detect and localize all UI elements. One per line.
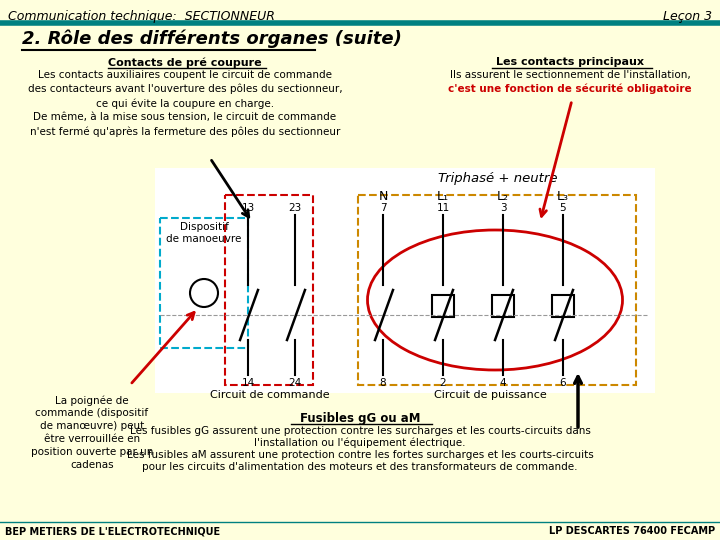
Text: Communication technique:  SECTIONNEUR: Communication technique: SECTIONNEUR (8, 10, 275, 23)
Text: pour les circuits d'alimentation des moteurs et des transformateurs de commande.: pour les circuits d'alimentation des mot… (143, 462, 577, 472)
Text: 4: 4 (500, 378, 506, 388)
Text: Contacts de pré coupure: Contacts de pré coupure (108, 57, 262, 68)
Text: 8: 8 (379, 378, 387, 388)
Text: 2: 2 (440, 378, 446, 388)
Bar (155, 168, 655, 393)
Text: Circuit de puissance: Circuit de puissance (433, 390, 546, 400)
Text: Les contacts auxiliaires coupent le circuit de commande
des contacteurs avant l': Les contacts auxiliaires coupent le circ… (27, 70, 342, 137)
Text: 3: 3 (500, 203, 506, 213)
Text: L₁: L₁ (437, 190, 449, 203)
Text: 7: 7 (379, 203, 387, 213)
Text: L₂: L₂ (497, 190, 509, 203)
Text: c'est une fonction de sécurité obligatoire: c'est une fonction de sécurité obligatoi… (448, 83, 692, 93)
Text: Dispositif
de manoeuvre: Dispositif de manoeuvre (166, 222, 242, 245)
Text: 14: 14 (241, 378, 255, 388)
Text: LP DESCARTES 76400 FECAMP: LP DESCARTES 76400 FECAMP (549, 526, 715, 536)
Text: Circuit de commande: Circuit de commande (210, 390, 330, 400)
Text: Fusibles gG ou aM: Fusibles gG ou aM (300, 412, 420, 425)
Text: 5: 5 (559, 203, 567, 213)
Text: Les fusibles aM assurent une protection contre les fortes surcharges et les cour: Les fusibles aM assurent une protection … (127, 450, 593, 460)
Text: Leçon 3: Leçon 3 (663, 10, 712, 23)
Text: N: N (378, 190, 387, 203)
Text: Triphasé + neutre: Triphasé + neutre (438, 172, 558, 185)
Text: BEP METIERS DE L'ELECTROTECHNIQUE: BEP METIERS DE L'ELECTROTECHNIQUE (5, 526, 220, 536)
Bar (492, 295, 514, 317)
Text: Ils assurent le sectionnement de l'installation,: Ils assurent le sectionnement de l'insta… (449, 70, 690, 80)
Bar (552, 295, 574, 317)
Text: L₃: L₃ (557, 190, 569, 203)
Text: l'installation ou l'équipement électrique.: l'installation ou l'équipement électriqu… (254, 438, 466, 449)
Text: Les contacts principaux: Les contacts principaux (496, 57, 644, 67)
Text: 24: 24 (289, 378, 302, 388)
Text: 23: 23 (289, 203, 302, 213)
Text: 13: 13 (241, 203, 255, 213)
Text: Les fusibles gG assurent une protection contre les surcharges et les courts-circ: Les fusibles gG assurent une protection … (130, 426, 590, 436)
Text: 11: 11 (436, 203, 449, 213)
Text: 6: 6 (559, 378, 567, 388)
Text: La poignée de
commande (dispositif
de manœuvre) peut
être verrouillée en
positio: La poignée de commande (dispositif de ma… (31, 395, 153, 469)
Text: 2. Rôle des différents organes (suite): 2. Rôle des différents organes (suite) (22, 30, 402, 49)
Bar (432, 295, 454, 317)
Circle shape (190, 279, 218, 307)
